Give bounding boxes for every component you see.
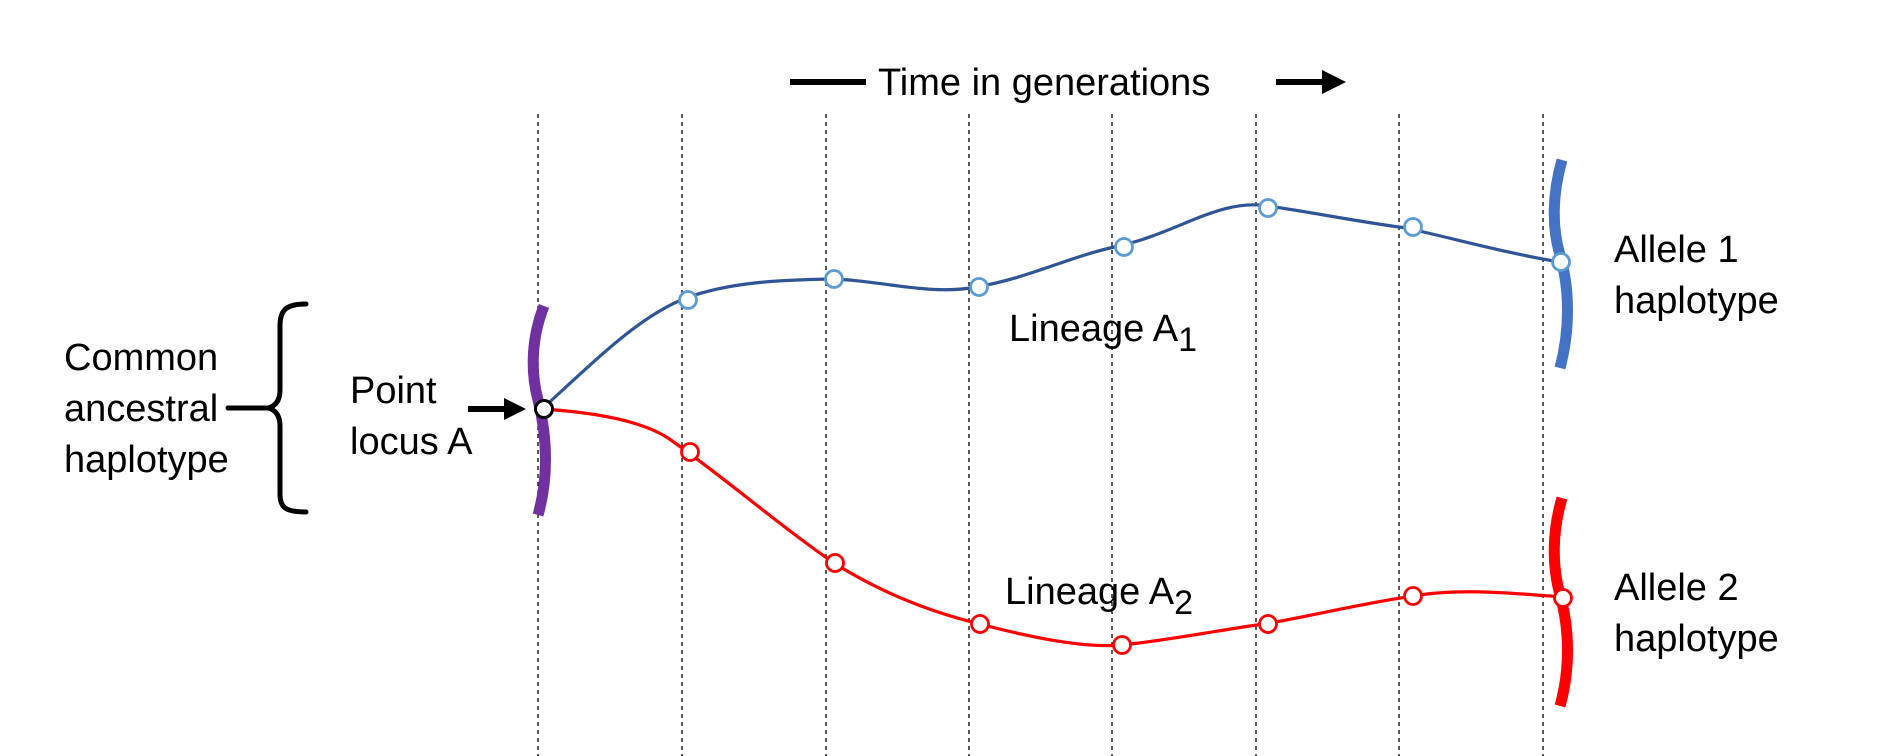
generation-gridlines xyxy=(537,114,1544,756)
lineage-a2-label: Lineage A2 xyxy=(1005,571,1193,622)
ancestral-label-line-2: ancestral xyxy=(64,388,218,430)
lineage-a1-node xyxy=(678,290,698,310)
lineage-a1-node xyxy=(824,269,844,289)
curly-brace xyxy=(225,301,309,515)
allele-2-label-line-2: haplotype xyxy=(1614,618,1779,660)
lineage-a1-nodes xyxy=(678,198,1571,310)
lineage-a2-node xyxy=(1258,614,1278,634)
lineage-a2-nodes xyxy=(680,442,1573,655)
lineage-a2-node xyxy=(970,614,990,634)
time-axis-arrow-icon xyxy=(1322,70,1346,94)
lineage-a1-node xyxy=(1258,198,1278,218)
lineage-a2-node xyxy=(1112,635,1132,655)
ancestral-locus-node xyxy=(534,399,554,419)
allele-2-label: Allele 2 haplotype xyxy=(1614,567,1779,660)
lineage-a1-label: Lineage A1 xyxy=(1009,308,1197,359)
locus-label-line-2: locus A xyxy=(350,421,473,463)
lineage-a1-node xyxy=(1551,252,1571,272)
ancestral-label-line-3: haplotype xyxy=(64,439,229,481)
ancestral-chromosome xyxy=(527,303,551,517)
time-axis-header: Time in generations xyxy=(790,62,1346,104)
allele-1-label: Allele 1 haplotype xyxy=(1614,229,1779,322)
lineage-a1-node xyxy=(1114,237,1134,257)
lineage-a2-node xyxy=(1553,588,1573,608)
allele-2-label-line-1: Allele 2 xyxy=(1614,567,1739,609)
allele-1-label-line-2: haplotype xyxy=(1614,280,1779,322)
lineage-a2-node xyxy=(680,442,700,462)
lineage-a2-node xyxy=(1403,586,1423,606)
locus-label: Point locus A xyxy=(350,370,526,463)
lineage-a1-node xyxy=(969,277,989,297)
allele-1-label-line-1: Allele 1 xyxy=(1614,229,1739,271)
locus-label-line-1: Point xyxy=(350,370,437,412)
ancestral-label: Common ancestral haplotype xyxy=(64,337,229,481)
ancestral-label-line-1: Common xyxy=(64,337,218,379)
locus-arrow-icon xyxy=(504,398,526,420)
lineage-a1-node xyxy=(1403,217,1423,237)
lineage-a2-node xyxy=(825,553,845,573)
time-axis-label: Time in generations xyxy=(878,62,1210,104)
